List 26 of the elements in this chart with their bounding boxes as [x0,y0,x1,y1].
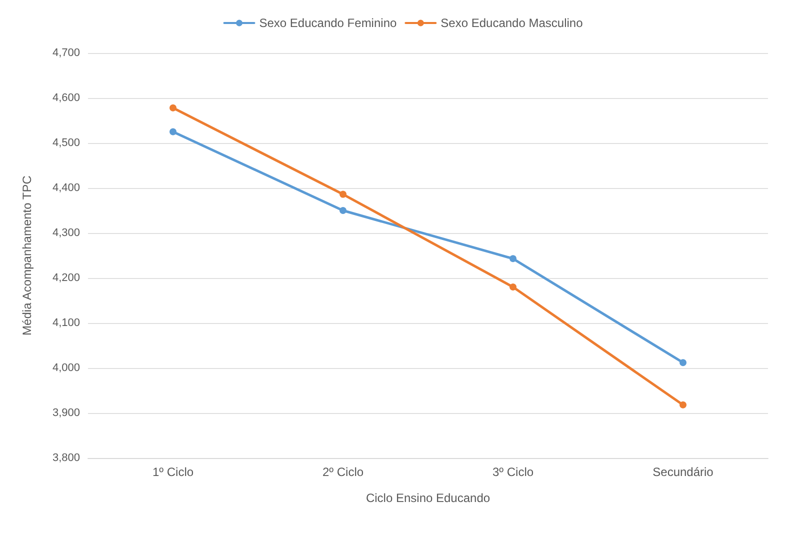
point [170,104,176,112]
x-tick-label: 1º Ciclo [152,465,194,479]
y-tick-label: 3,900 [52,407,80,419]
x-tick-label: Secundário [652,465,714,479]
y-tick-label: 3,800 [52,452,80,464]
y-tick-label: 4,200 [52,272,80,284]
y-tick-label: 4,700 [52,47,80,59]
point [170,128,176,136]
y-tick-label: 4,600 [52,92,80,104]
point [340,207,346,214]
point [510,284,516,290]
y-tick-label: 4,000 [52,362,80,374]
y-axis-title: Média Acompanhamento TPC [20,175,34,336]
point [680,359,686,366]
y-tick-label: 4,500 [52,137,80,149]
point [680,401,686,408]
legend-label: Sexo Educando Masculino [440,16,584,30]
x-tick-label: 3º Ciclo [492,465,534,479]
point [510,255,516,262]
legend-label: Sexo Educando Feminino [259,16,397,30]
y-tick-label: 4,300 [52,227,80,239]
y-tick-label: 4,400 [52,182,80,194]
x-axis-title: Ciclo Ensino Educando [366,491,490,505]
point [340,190,346,198]
x-tick-label: 2º Ciclo [322,465,364,479]
y-tick-label: 4,100 [52,317,80,329]
